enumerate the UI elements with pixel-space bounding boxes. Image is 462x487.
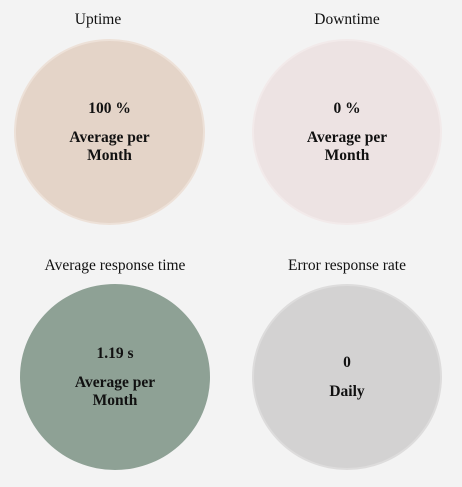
uptime-title: Uptime [74, 11, 122, 28]
uptime-value: 100 % [88, 99, 131, 117]
downtime-value: 0 % [333, 99, 361, 117]
error-rate-period-line: Daily [329, 382, 365, 400]
downtime-title: Downtime [314, 11, 380, 28]
response-time-value: 1.19 s [96, 344, 134, 362]
response-time-period-line: Average per Month [74, 373, 156, 409]
error-rate-period: Daily [329, 383, 364, 401]
error-rate-title: Error response rate [288, 257, 406, 274]
response-time-period: Average per Month [75, 374, 155, 410]
downtime-circle: 0 % Average per Month [252, 39, 442, 225]
downtime-period: Average per Month [307, 129, 387, 165]
downtime-period-line: Average per Month [306, 128, 388, 164]
response-time-title: Average response time [44, 257, 186, 274]
error-rate-circle: 0 Daily [252, 284, 442, 470]
error-rate-value: 0 [343, 353, 351, 371]
uptime-period: Average per Month [69, 129, 149, 165]
response-time-circle: 1.19 s Average per Month [20, 284, 210, 470]
uptime-circle: 100 % Average per Month [14, 39, 205, 225]
uptime-period-line: Average per Month [69, 128, 150, 164]
